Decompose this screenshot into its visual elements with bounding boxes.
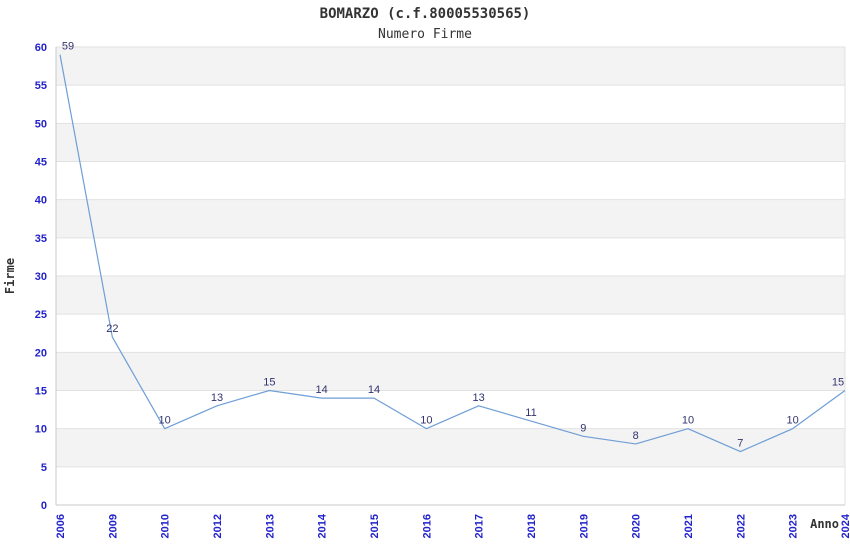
y-axis-tick-label: 15 xyxy=(35,386,47,398)
x-axis-tick-label: 2016 xyxy=(421,514,433,538)
data-point-label: 13 xyxy=(473,392,485,404)
x-axis-tick-label: 2010 xyxy=(160,514,172,538)
data-point-label: 14 xyxy=(368,384,380,396)
x-axis-tick-label: 2017 xyxy=(474,514,486,538)
data-point-label: 9 xyxy=(580,422,586,434)
series-line xyxy=(59,54,846,453)
chart-subtitle: Numero Firme xyxy=(378,27,472,42)
chart-title: BOMARZO (c.f.80005530565) xyxy=(319,6,531,22)
x-axis-tick-label: 2014 xyxy=(317,513,329,538)
x-axis-tick-label: 2023 xyxy=(788,514,800,538)
x-axis-title: Anno xyxy=(810,517,839,531)
x-axis-tick-label: 2021 xyxy=(683,514,695,538)
y-axis-tick-label: 10 xyxy=(35,424,47,436)
data-point-label: 10 xyxy=(420,415,432,427)
x-axis-tick-label: 2009 xyxy=(107,514,119,538)
x-axis-tick-label: 2012 xyxy=(212,514,224,538)
data-point-label: 22 xyxy=(106,323,118,335)
x-axis-tick-label: 2024 xyxy=(840,513,850,538)
data-point-label: 14 xyxy=(316,384,328,396)
data-point-label: 8 xyxy=(633,430,639,442)
data-point-label: 15 xyxy=(832,377,844,389)
x-axis-tick-label: 2019 xyxy=(578,514,590,538)
y-axis-tick-label: 20 xyxy=(35,347,47,359)
grid-band xyxy=(56,123,845,162)
y-axis-tick-label: 50 xyxy=(35,118,47,130)
grid-band xyxy=(56,352,845,391)
grid-band xyxy=(56,47,845,86)
data-point-label: 13 xyxy=(211,392,223,404)
x-axis-tick-label: 2006 xyxy=(55,514,67,538)
y-axis-tick-label: 40 xyxy=(35,195,47,207)
x-axis-tick-label: 2022 xyxy=(735,514,747,538)
y-axis-tick-label: 0 xyxy=(41,500,47,512)
y-axis-tick-label: 30 xyxy=(35,271,47,283)
y-axis-title: Firme xyxy=(3,258,17,294)
grid-band xyxy=(56,428,845,467)
y-axis-tick-label: 35 xyxy=(35,233,47,245)
grid-band xyxy=(56,199,845,238)
x-axis-tick-label: 2015 xyxy=(369,514,381,538)
x-axis-tick-label: 2013 xyxy=(264,514,276,538)
y-axis-tick-label: 60 xyxy=(35,42,47,54)
data-point-label: 59 xyxy=(62,41,74,53)
data-point-label: 10 xyxy=(682,415,694,427)
x-axis-tick-label: 2018 xyxy=(526,514,538,538)
y-axis-tick-label: 5 xyxy=(41,462,47,474)
data-point-label: 11 xyxy=(525,407,536,419)
grid-band xyxy=(56,276,845,315)
y-axis-tick-label: 55 xyxy=(35,80,47,92)
data-point-label: 10 xyxy=(787,415,799,427)
x-axis-tick-label: 2020 xyxy=(631,514,643,538)
data-point-label: 10 xyxy=(159,415,171,427)
y-axis-tick-label: 25 xyxy=(35,309,47,321)
y-axis-tick-label: 45 xyxy=(35,157,47,169)
data-point-label: 7 xyxy=(737,438,743,450)
data-point-label: 15 xyxy=(263,377,275,389)
